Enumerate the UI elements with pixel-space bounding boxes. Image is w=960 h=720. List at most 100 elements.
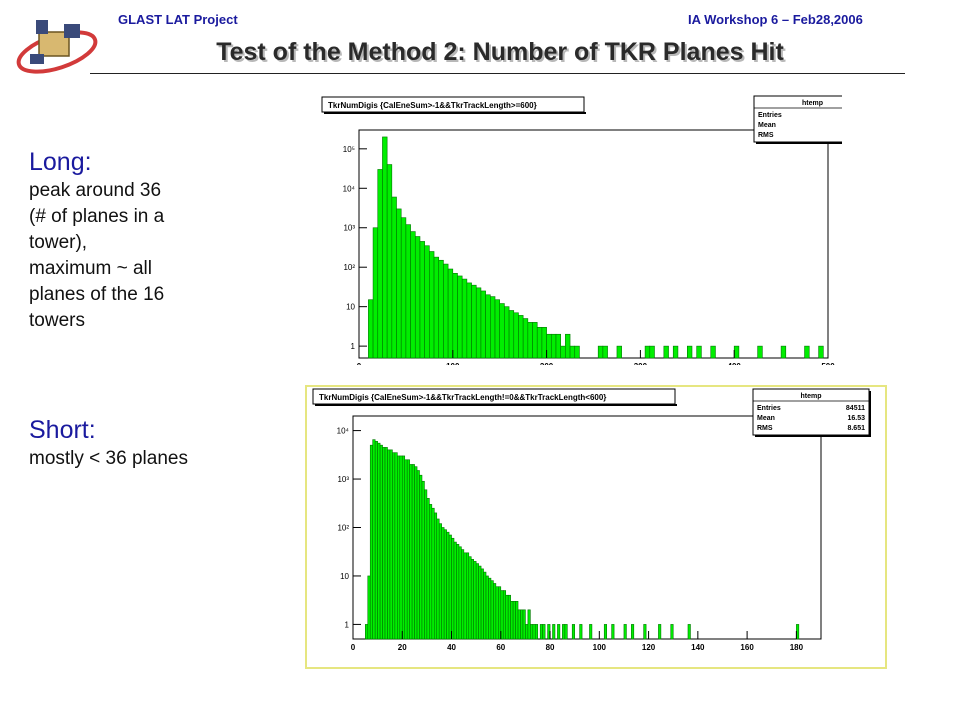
- stats-label: Entries: [758, 112, 782, 119]
- histogram-bar: [574, 345, 580, 359]
- histogram-bar: [424, 489, 428, 640]
- histogram-bar: [431, 507, 435, 640]
- y-tick-label: 10⁴: [343, 184, 356, 193]
- histogram-bar: [387, 449, 391, 640]
- histogram-bar: [488, 577, 492, 640]
- y-tick-label: 1: [345, 620, 350, 629]
- histogram-bar: [571, 624, 575, 640]
- histogram-bar: [473, 561, 477, 640]
- histogram-bar: [541, 326, 547, 359]
- histogram-bar: [603, 624, 608, 640]
- histogram-bar: [471, 284, 477, 359]
- y-tick-label: 10³: [337, 475, 349, 484]
- histogram-bar: [372, 227, 379, 359]
- histogram-bar: [520, 609, 524, 640]
- histogram-bar: [406, 459, 410, 640]
- long-line: peak around 36: [29, 180, 162, 201]
- histogram-bar: [443, 529, 447, 640]
- y-tick-label: 10: [340, 572, 349, 581]
- x-tick-label: 120: [642, 643, 656, 652]
- histogram-bar: [687, 624, 691, 640]
- plot-title-box: TkrNumDigis {CalEneSum>-1&&TkrTrackLengt…: [312, 388, 677, 406]
- histogram-bar: [453, 541, 457, 640]
- histogram-bar: [504, 306, 510, 359]
- histogram-bar: [818, 345, 824, 359]
- histogram-bar: [429, 251, 435, 359]
- x-tick-label: 100: [446, 362, 460, 365]
- plot-title: TkrNumDigis {CalEneSum>-1&&TkrTrackLengt…: [328, 101, 537, 110]
- stats-label: Mean: [758, 122, 776, 129]
- histogram-bar: [522, 318, 529, 359]
- histogram-bar: [389, 449, 393, 640]
- x-tick-label: 100: [593, 643, 607, 652]
- histogram-bar: [663, 345, 669, 359]
- histogram-bar: [502, 590, 507, 640]
- x-tick-label: 400: [728, 362, 742, 365]
- histogram-bar: [485, 294, 491, 359]
- long-heading: Long:: [29, 148, 92, 176]
- histogram-bar: [623, 624, 627, 640]
- histogram-bar: [386, 164, 393, 359]
- histogram-bar: [546, 333, 552, 359]
- histogram-bar: [616, 345, 622, 359]
- x-tick-label: 180: [790, 643, 804, 652]
- histogram-bar: [382, 136, 388, 359]
- histogram-bar: [414, 466, 418, 640]
- histogram-bar: [438, 523, 442, 640]
- histogram-bar: [658, 624, 662, 640]
- long-line: towers: [29, 310, 85, 331]
- workshop-label: IA Workshop 6 – Feb28,2006: [688, 12, 863, 27]
- histogram-bar: [374, 441, 378, 640]
- histogram-bar: [643, 624, 647, 640]
- plot-title-box: TkrNumDigis {CalEneSum>-1&&TkrTrackLengt…: [321, 96, 586, 114]
- histogram-bar: [518, 315, 524, 359]
- histogram-bar: [399, 455, 403, 640]
- histogram-bar: [377, 169, 383, 359]
- histogram-bar: [631, 624, 635, 640]
- x-tick-label: 300: [634, 362, 648, 365]
- short-text-block: Short: mostly < 36 planes: [29, 414, 274, 472]
- histogram-bar: [513, 312, 519, 359]
- stats-name: htemp: [802, 100, 823, 107]
- histogram-bar: [475, 563, 479, 640]
- histogram-bar: [597, 345, 604, 359]
- histogram-bar: [401, 455, 406, 640]
- stats-value: 16.53: [847, 415, 865, 422]
- histogram-bar: [392, 452, 396, 640]
- histogram-bar: [416, 470, 420, 640]
- long-line: (# of planes in a: [29, 206, 165, 227]
- histogram-bar: [611, 624, 615, 640]
- title-rule: [90, 73, 905, 74]
- histogram-bar: [466, 282, 472, 359]
- histogram-bar: [493, 583, 497, 640]
- x-tick-label: 20: [398, 643, 407, 652]
- histogram-bar: [400, 217, 407, 359]
- histogram-bar: [505, 594, 509, 640]
- histogram-bar: [483, 571, 487, 640]
- histogram-bar: [522, 609, 526, 640]
- histogram-bar: [510, 600, 514, 640]
- plot-title-shadow: [315, 404, 677, 406]
- histogram-bar: [542, 624, 546, 640]
- stats-value: 84511: [846, 405, 865, 412]
- histogram-bar: [490, 296, 496, 359]
- histogram-bar: [452, 273, 458, 359]
- histogram-bar: [602, 345, 608, 359]
- stats-box: htemp Entries 84511 Mean 16.53 RMS 8.651: [752, 388, 871, 437]
- histogram-bar: [557, 624, 561, 640]
- x-tick-label: 500: [821, 362, 835, 365]
- histogram-bar: [565, 333, 571, 359]
- histogram-bar: [644, 345, 651, 359]
- histogram-bar: [490, 580, 494, 640]
- histogram-bar: [421, 480, 425, 640]
- y-tick-label: 10²: [337, 524, 349, 533]
- stats-label: Mean: [757, 415, 775, 422]
- histogram-bar: [384, 447, 388, 640]
- histogram-bar: [411, 464, 415, 640]
- histogram-bar: [780, 345, 787, 359]
- histogram-bar: [495, 586, 499, 640]
- histogram-bar: [733, 345, 740, 359]
- histogram-bar: [377, 442, 381, 640]
- histogram-bar: [397, 455, 401, 640]
- histogram-bar: [470, 559, 474, 640]
